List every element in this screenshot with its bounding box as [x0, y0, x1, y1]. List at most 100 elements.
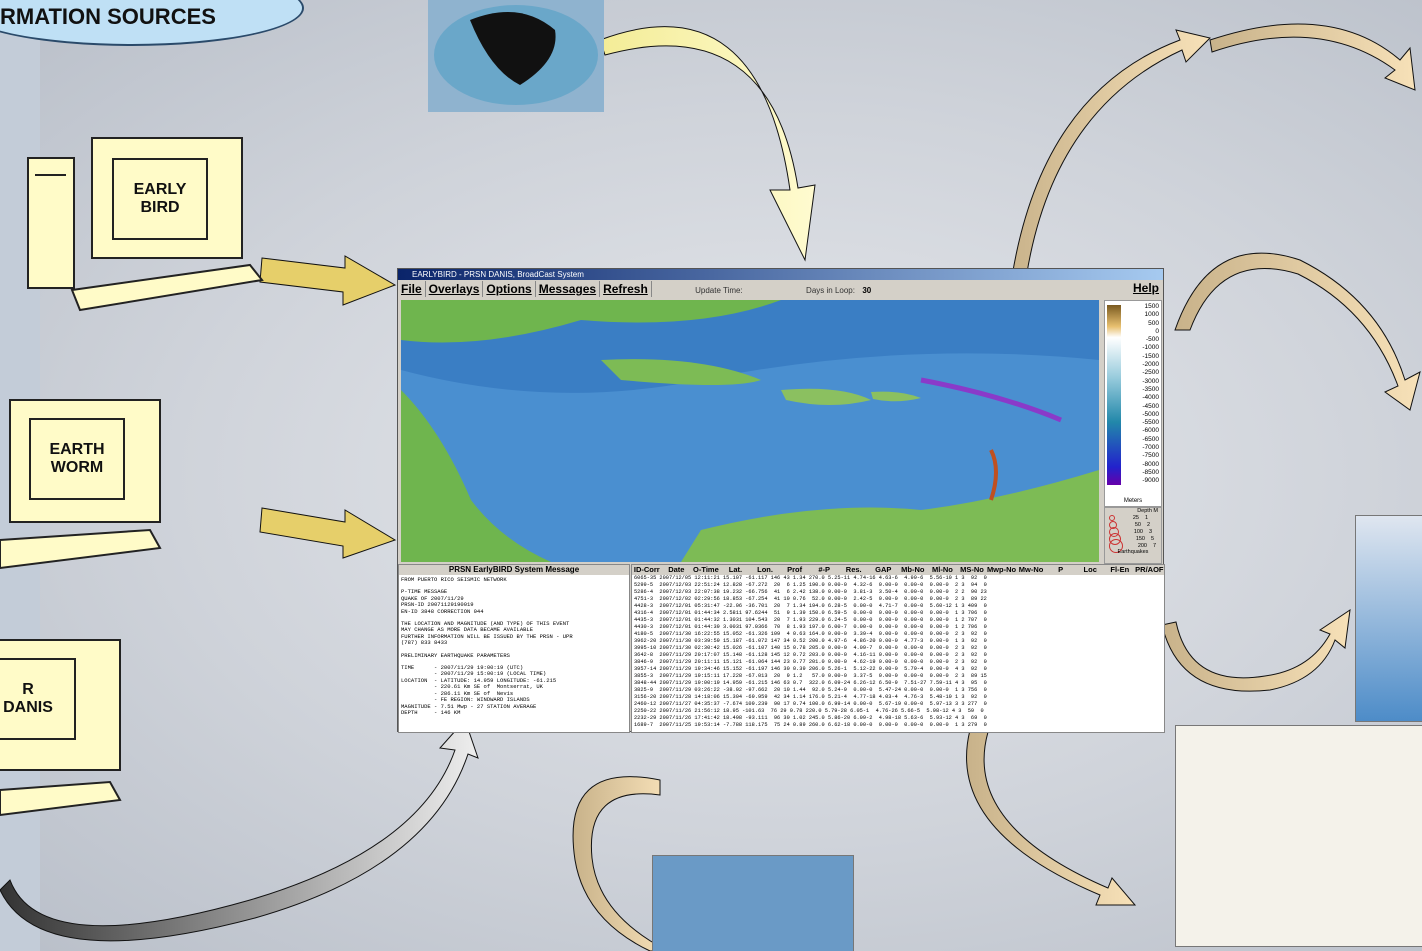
source-label: EARTH [49, 441, 105, 458]
table-row: 4430-3 2007/12/01 01:44:39 3.0031 97.036… [634, 624, 987, 630]
column-header: GAP [875, 565, 892, 574]
table-row: 5299-5 2007/12/03 22:51:24 12.828 -67.27… [634, 582, 987, 588]
source-label: DANIS [3, 699, 53, 716]
message-line: PRSN-ID 20071129190019 [401, 601, 474, 609]
column-header: Date [668, 565, 685, 574]
menu-item[interactable]: File [398, 281, 426, 297]
menu-item[interactable]: Refresh [600, 281, 652, 297]
source-label: WORM [50, 459, 104, 476]
table-row: 1689-7 2007/11/25 19:53:14 -7.788 118.17… [634, 722, 987, 728]
message-line: DEPTH - 146 KM [401, 708, 461, 716]
depth-mag: 2 [1147, 521, 1151, 528]
scale-label: -3000 [1142, 377, 1159, 385]
column-header: Mwp-No [986, 565, 1017, 574]
scale-label: -2000 [1142, 361, 1159, 369]
title-cloud [0, 0, 304, 46]
website-thumbnail [1175, 725, 1422, 947]
column-header: Res. [845, 565, 862, 574]
message-line: - 286.11 Km SE of Nevis [401, 689, 514, 697]
message-line: EN-ID 3848 CORRECTION 044 [401, 607, 484, 615]
table-row: 3156-20 2007/11/28 14:18:06 15.304 -69.9… [634, 694, 987, 700]
depth-circle [1109, 538, 1123, 553]
table-row: 4435-3 2007/12/01 01:44:32 1.3031 104.54… [634, 617, 987, 623]
scale-label: -8500 [1142, 468, 1159, 476]
column-header: Mw-No [1018, 565, 1044, 574]
color-bar [1107, 305, 1121, 485]
title: RMATION SOURCES [0, 4, 216, 29]
depth-mag: 1 [1145, 514, 1149, 521]
table-row: 4428-3 2007/12/01 05:31:47 -22.06 -36.70… [634, 603, 987, 609]
table-row: 4180-5 2007/11/30 16:22:55 15.052 -61.32… [634, 631, 987, 637]
message-line: P-TIME MESSAGE [401, 588, 448, 596]
message-panel: PRSN EarlyBIRD System Message FROM PUERT… [398, 564, 630, 733]
table-row: 4751-3 2007/12/02 02:29:56 18.853 -67.25… [634, 596, 987, 602]
depth-value: 25 [1132, 514, 1139, 521]
scale-label: -5500 [1142, 419, 1159, 427]
color-scale: 1500 1000 500 0 -500 -1000 -1500 -2000 -2500 -300… [1104, 300, 1162, 507]
message-title: PRSN EarlyBIRD System Message [399, 565, 629, 575]
scale-label: -1500 [1142, 352, 1159, 360]
depth-mag: 5 [1151, 535, 1155, 542]
table-row: 5286-4 2007/12/03 22:07:38 19.232 -66.75… [634, 589, 987, 595]
message-line: (787) 833 8433 [401, 639, 448, 647]
message-paragraph: PRELIMINARY EARTHQUAKE PARAMETERS [401, 651, 627, 659]
column-header: MS-No [960, 565, 984, 574]
column-header: Loc [1083, 565, 1097, 574]
table-row: 3642-8 2007/11/29 20:17:07 15.148 -61.12… [634, 652, 987, 658]
source-label: EARLY [133, 181, 187, 198]
column-header: Fl-En [1110, 565, 1130, 574]
cisn-thumbnail [1355, 515, 1422, 722]
menubar: File Overlays Options Messages Refresh Updat… [398, 281, 1163, 297]
depth-mag: 3 [1149, 528, 1153, 535]
event-table: ID-Corr Date O-Time Lat. Lon. Prof #-P Res. GAP M… [631, 564, 1165, 733]
column-header: P [1058, 565, 1064, 574]
earlybird-window: EARLYBIRD - PRSN DANIS, BroadCast System… [397, 268, 1165, 733]
table-row: 2232-29 2007/11/26 17:41:42 18.498 -93.1… [634, 715, 987, 721]
update-label: Update Time: [695, 286, 743, 295]
column-header: Lon. [757, 565, 773, 574]
scale-label: 500 [1148, 319, 1159, 327]
menu-item[interactable]: Messages [536, 281, 601, 297]
depth-mag: 7 [1153, 542, 1157, 549]
column-header: Lat. [728, 565, 743, 574]
scale-label: -6000 [1142, 427, 1159, 435]
scale-label: -3500 [1142, 385, 1159, 393]
table-row: 4316-4 2007/12/01 01:44:34 2.5811 97.624… [634, 610, 987, 616]
message-line: FROM PUERTO RICO SEISMIC NETWORK [401, 576, 507, 583]
message-line: LOCATION - LATITUDE: 14.959 LONGITUDE: -… [401, 676, 557, 684]
depth-title: Depth M [1137, 508, 1158, 514]
scale-label: -7000 [1142, 444, 1159, 452]
depth-value: 150 [1135, 535, 1145, 542]
logo [428, 0, 604, 112]
legend-caption: Earthquakes [1117, 549, 1149, 555]
window-title: EARLYBIRD - PRSN DANIS, BroadCast System [398, 269, 1163, 280]
menu-item[interactable]: Overlays [426, 281, 484, 297]
menu-item[interactable]: Options [483, 281, 536, 297]
table-row: 3957-14 2007/11/29 19:34:46 15.152 -61.1… [634, 666, 987, 672]
source-box: R DANIS [0, 658, 76, 740]
depth-value: 200 [1137, 542, 1147, 549]
message-line: FURTHER INFORMATION WILL BE ISSUED BY TH… [401, 632, 573, 640]
days-label: Days in Loop: [806, 286, 855, 295]
help-menu[interactable]: Help [1132, 281, 1159, 295]
table-row: 6065-35 2007/12/05 12:11:21 15.107 -61.1… [634, 575, 987, 581]
column-header: Mb-No [901, 565, 925, 574]
column-header: ID-Corr [633, 565, 660, 574]
message-line: THE LOCATION AND MAGNITUDE (AND TYPE) OF… [401, 620, 570, 628]
table-row: 2250-22 2007/11/26 21:56:12 18.95 -101.6… [634, 708, 984, 714]
source-label: BIRD [140, 199, 180, 216]
column-header: Ml-No [931, 565, 953, 574]
message-line: PRELIMINARY EARTHQUAKE PARAMETERS [401, 651, 510, 659]
table-row: 3825-9 2007/11/29 03:26:22 -38.02 -97.66… [634, 687, 987, 693]
column-header: #-P [818, 565, 830, 574]
scale-label: -2500 [1142, 369, 1159, 377]
message-line: TIME - 2007/11/29 19:00:19 (UTC) [401, 664, 524, 672]
scale-label: 0 [1155, 327, 1159, 335]
source-box: EARLY BIRD [112, 158, 208, 240]
message-paragraph: FROM PUERTO RICO SEISMIC NETWORK [401, 576, 627, 583]
scale-label: -1000 [1142, 344, 1159, 352]
depth-row: 200 7 [1105, 538, 1161, 553]
scale-label: -9000 [1142, 477, 1159, 485]
column-header: PR/AOF [1135, 565, 1164, 574]
scale-label: -5000 [1142, 410, 1159, 418]
